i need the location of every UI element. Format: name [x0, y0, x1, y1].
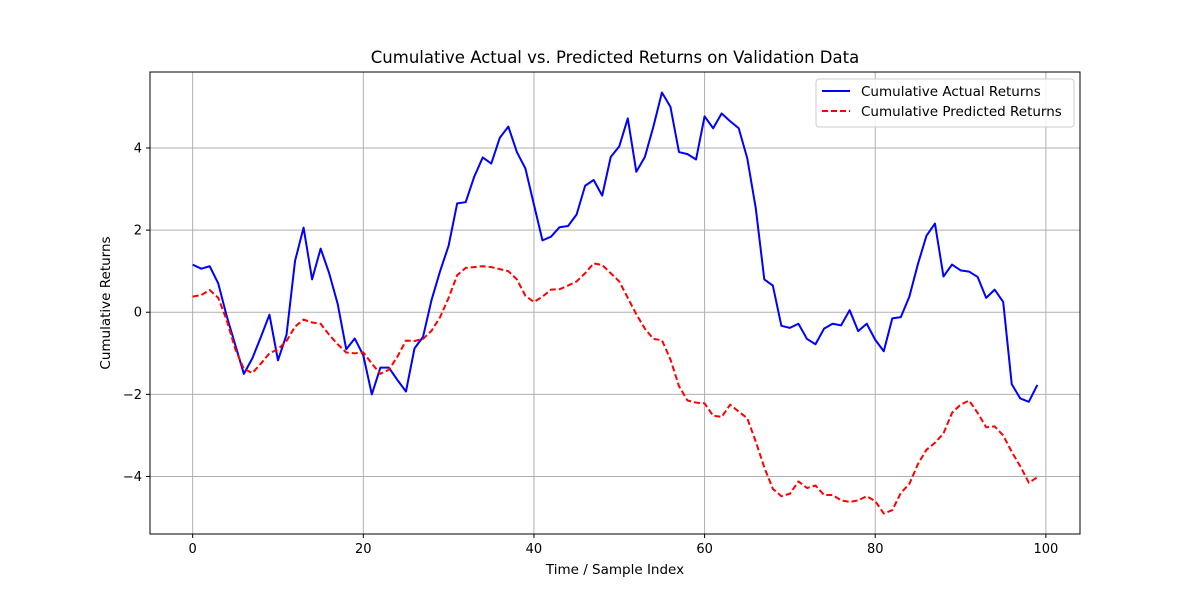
legend-box — [815, 78, 1075, 128]
y-axis-label: Cumulative Returns — [98, 236, 114, 369]
y-tick-label: −4 — [123, 470, 142, 485]
y-tick-label: −2 — [123, 388, 142, 403]
y-tick-label: 0 — [134, 306, 142, 321]
x-tick-label: 60 — [696, 542, 713, 557]
x-axis-label: Time / Sample Index — [545, 562, 684, 578]
ticks: 0 20 40 60 80 100 −4 −2 0 2 4 — [123, 141, 1058, 557]
y-tick-label: 2 — [134, 224, 142, 239]
legend-label-actual: Cumulative Actual Returns — [861, 84, 1041, 100]
x-tick-label: 0 — [189, 542, 197, 557]
x-tick-label: 20 — [355, 542, 372, 557]
x-tick-label: 80 — [867, 542, 884, 557]
legend: Cumulative Actual Returns Cumulative Pre… — [815, 78, 1075, 128]
y-tick-label: 4 — [134, 141, 142, 156]
x-tick-label: 40 — [526, 542, 543, 557]
series-line-predicted — [192, 262, 1038, 515]
series-line-actual — [192, 91, 1039, 403]
plot-frame — [149, 71, 1081, 535]
grid — [150, 72, 1080, 534]
legend-label-predicted: Cumulative Predicted Returns — [861, 104, 1062, 120]
chart-title: Cumulative Actual vs. Predicted Returns … — [371, 48, 859, 67]
x-tick-label: 100 — [1033, 542, 1058, 557]
series-group — [192, 91, 1039, 515]
